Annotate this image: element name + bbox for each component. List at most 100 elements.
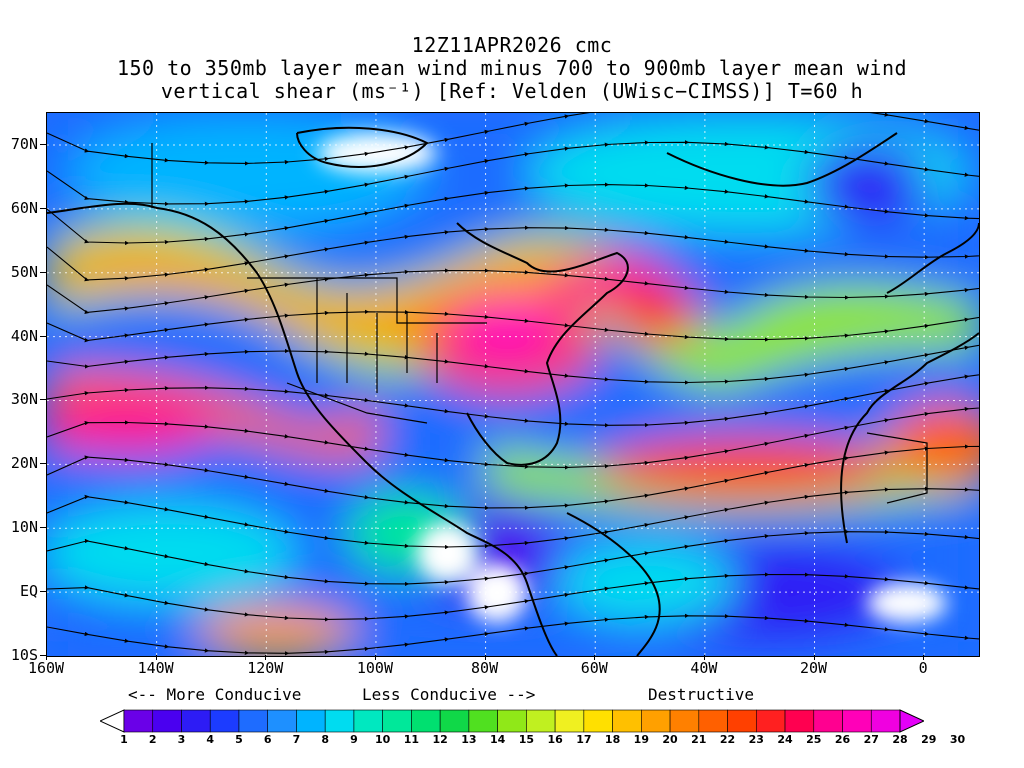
- colorbar-label: 2: [148, 733, 157, 746]
- lat-tick: [40, 591, 46, 593]
- lat-tick: [40, 463, 46, 465]
- lon-label-100w: 100W: [356, 659, 393, 677]
- lat-label-20n: 20N: [10, 454, 38, 473]
- colorbar-segment: [784, 709, 815, 733]
- colorbar-segment: [755, 709, 786, 733]
- colorbar-label: 3: [177, 733, 186, 746]
- lon-label-0: 0: [918, 659, 928, 677]
- lon-tick: [923, 655, 925, 660]
- lon-tick: [265, 655, 267, 660]
- lon-tick: [155, 655, 157, 660]
- colorbar-label: 28: [892, 733, 908, 746]
- lat-label-70n: 70N: [10, 134, 38, 153]
- colorbar-segment: [296, 709, 326, 733]
- lat-label-60n: 60N: [10, 198, 38, 217]
- colorbar-segment: [267, 709, 297, 733]
- colorbar-right-arrow: [899, 709, 924, 733]
- colorbar-label: 4: [206, 733, 215, 746]
- colorbar-segment: [468, 709, 498, 733]
- legend-destructive: Destructive: [648, 685, 754, 704]
- colorbar-segment: [439, 709, 470, 733]
- lon-tick: [374, 655, 376, 660]
- colorbar-label: 10: [375, 733, 391, 746]
- colorbar-segment: [353, 709, 383, 733]
- colorbar-segment: [669, 709, 700, 733]
- lon-label-20w: 20W: [799, 659, 828, 677]
- colorbar-segment: [842, 709, 872, 733]
- colorbar-segment: [181, 709, 211, 733]
- colorbar-label: 29: [921, 733, 937, 746]
- title-line-2: 150 to 350mb layer mean wind minus 700 t…: [116, 56, 908, 80]
- colorbar-label: 6: [263, 733, 272, 746]
- colorbar-label: 15: [518, 733, 535, 746]
- color-scale-bar: [100, 709, 924, 733]
- streamline: [47, 572, 979, 622]
- colorbar-label: 27: [863, 733, 879, 746]
- colorbar-label: 24: [777, 733, 793, 746]
- colorbar-label: 12: [432, 733, 448, 746]
- lat-label-50n: 50N: [10, 262, 38, 281]
- lat-tick: [40, 655, 46, 656]
- colorbar-segment: [554, 709, 585, 733]
- lon-label-160w: 160W: [27, 659, 65, 677]
- colorbar-segment: [813, 709, 843, 733]
- colorbar-label: 8: [321, 733, 329, 746]
- colorbar-label: 5: [235, 733, 243, 746]
- colorbar-segment: [698, 709, 728, 733]
- colorbar-segment: [612, 709, 642, 733]
- colorbar-segment: [382, 709, 412, 733]
- lon-tick: [813, 655, 815, 660]
- lat-tick: [40, 399, 46, 401]
- colorbar-label: 9: [350, 733, 358, 746]
- colorbar-segment: [238, 709, 269, 733]
- streamline: [47, 309, 979, 343]
- lat-tick: [40, 271, 46, 273]
- lat-tick: [40, 207, 46, 209]
- colorbar-segment: [583, 709, 613, 733]
- colorbar-left-arrow: [100, 709, 125, 733]
- colorbar-label: 17: [576, 733, 592, 746]
- title-line-3: vertical shear (ms⁻¹) [Ref: Velden (UWis…: [160, 79, 864, 103]
- streamline: [47, 268, 979, 314]
- lon-tick: [46, 655, 47, 660]
- lat-label-30n: 30N: [10, 390, 38, 409]
- colorbar-segment: [209, 709, 240, 733]
- colorbar-label: 16: [547, 733, 563, 746]
- colorbar-segment: [526, 709, 556, 733]
- title-line-1: 12Z11APR2026 cmc: [411, 33, 613, 57]
- colorbar-label: 26: [834, 733, 851, 746]
- colorbar-label: 22: [719, 733, 736, 746]
- colorbar-label: 1: [120, 733, 128, 746]
- colorbar-label: 13: [461, 733, 477, 746]
- colorbar-label: 21: [691, 733, 707, 746]
- lat-label-40n: 40N: [10, 326, 38, 345]
- colorbar-label: 25: [806, 733, 822, 746]
- colorbar-segment: [411, 709, 441, 733]
- colorbar-label: 11: [403, 733, 420, 746]
- colorbar-segment: [123, 709, 154, 733]
- lon-label-140w: 140W: [137, 659, 174, 677]
- lon-label-60w: 60W: [580, 659, 608, 677]
- lon-label-80w: 80W: [471, 659, 499, 677]
- colorbar-label: 14: [489, 733, 506, 746]
- colorbar-label: 7: [292, 733, 301, 746]
- lon-tick: [484, 655, 486, 660]
- lon-tick: [594, 655, 596, 660]
- colorbar-segment: [870, 709, 901, 733]
- lat-tick: [40, 335, 46, 337]
- colorbar-label: 23: [748, 733, 764, 746]
- lon-label-40w: 40W: [690, 659, 718, 677]
- lat-label-eq: EQ: [19, 582, 38, 601]
- shear-map: [46, 112, 980, 657]
- streamline: [47, 344, 979, 385]
- colorbar-label: 19: [633, 733, 649, 746]
- lat-label-10s: 10S: [10, 646, 38, 664]
- lon-tick: [703, 655, 705, 660]
- lat-tick: [40, 143, 46, 145]
- wind-streamlines: [47, 113, 979, 656]
- colorbar-segment: [324, 709, 355, 733]
- colorbar-segment: [497, 709, 527, 733]
- legend-more-conducive: <-- More Conducive: [128, 685, 302, 704]
- legend-less-conducive: Less Conducive -->: [362, 685, 536, 704]
- streamline: [47, 613, 979, 656]
